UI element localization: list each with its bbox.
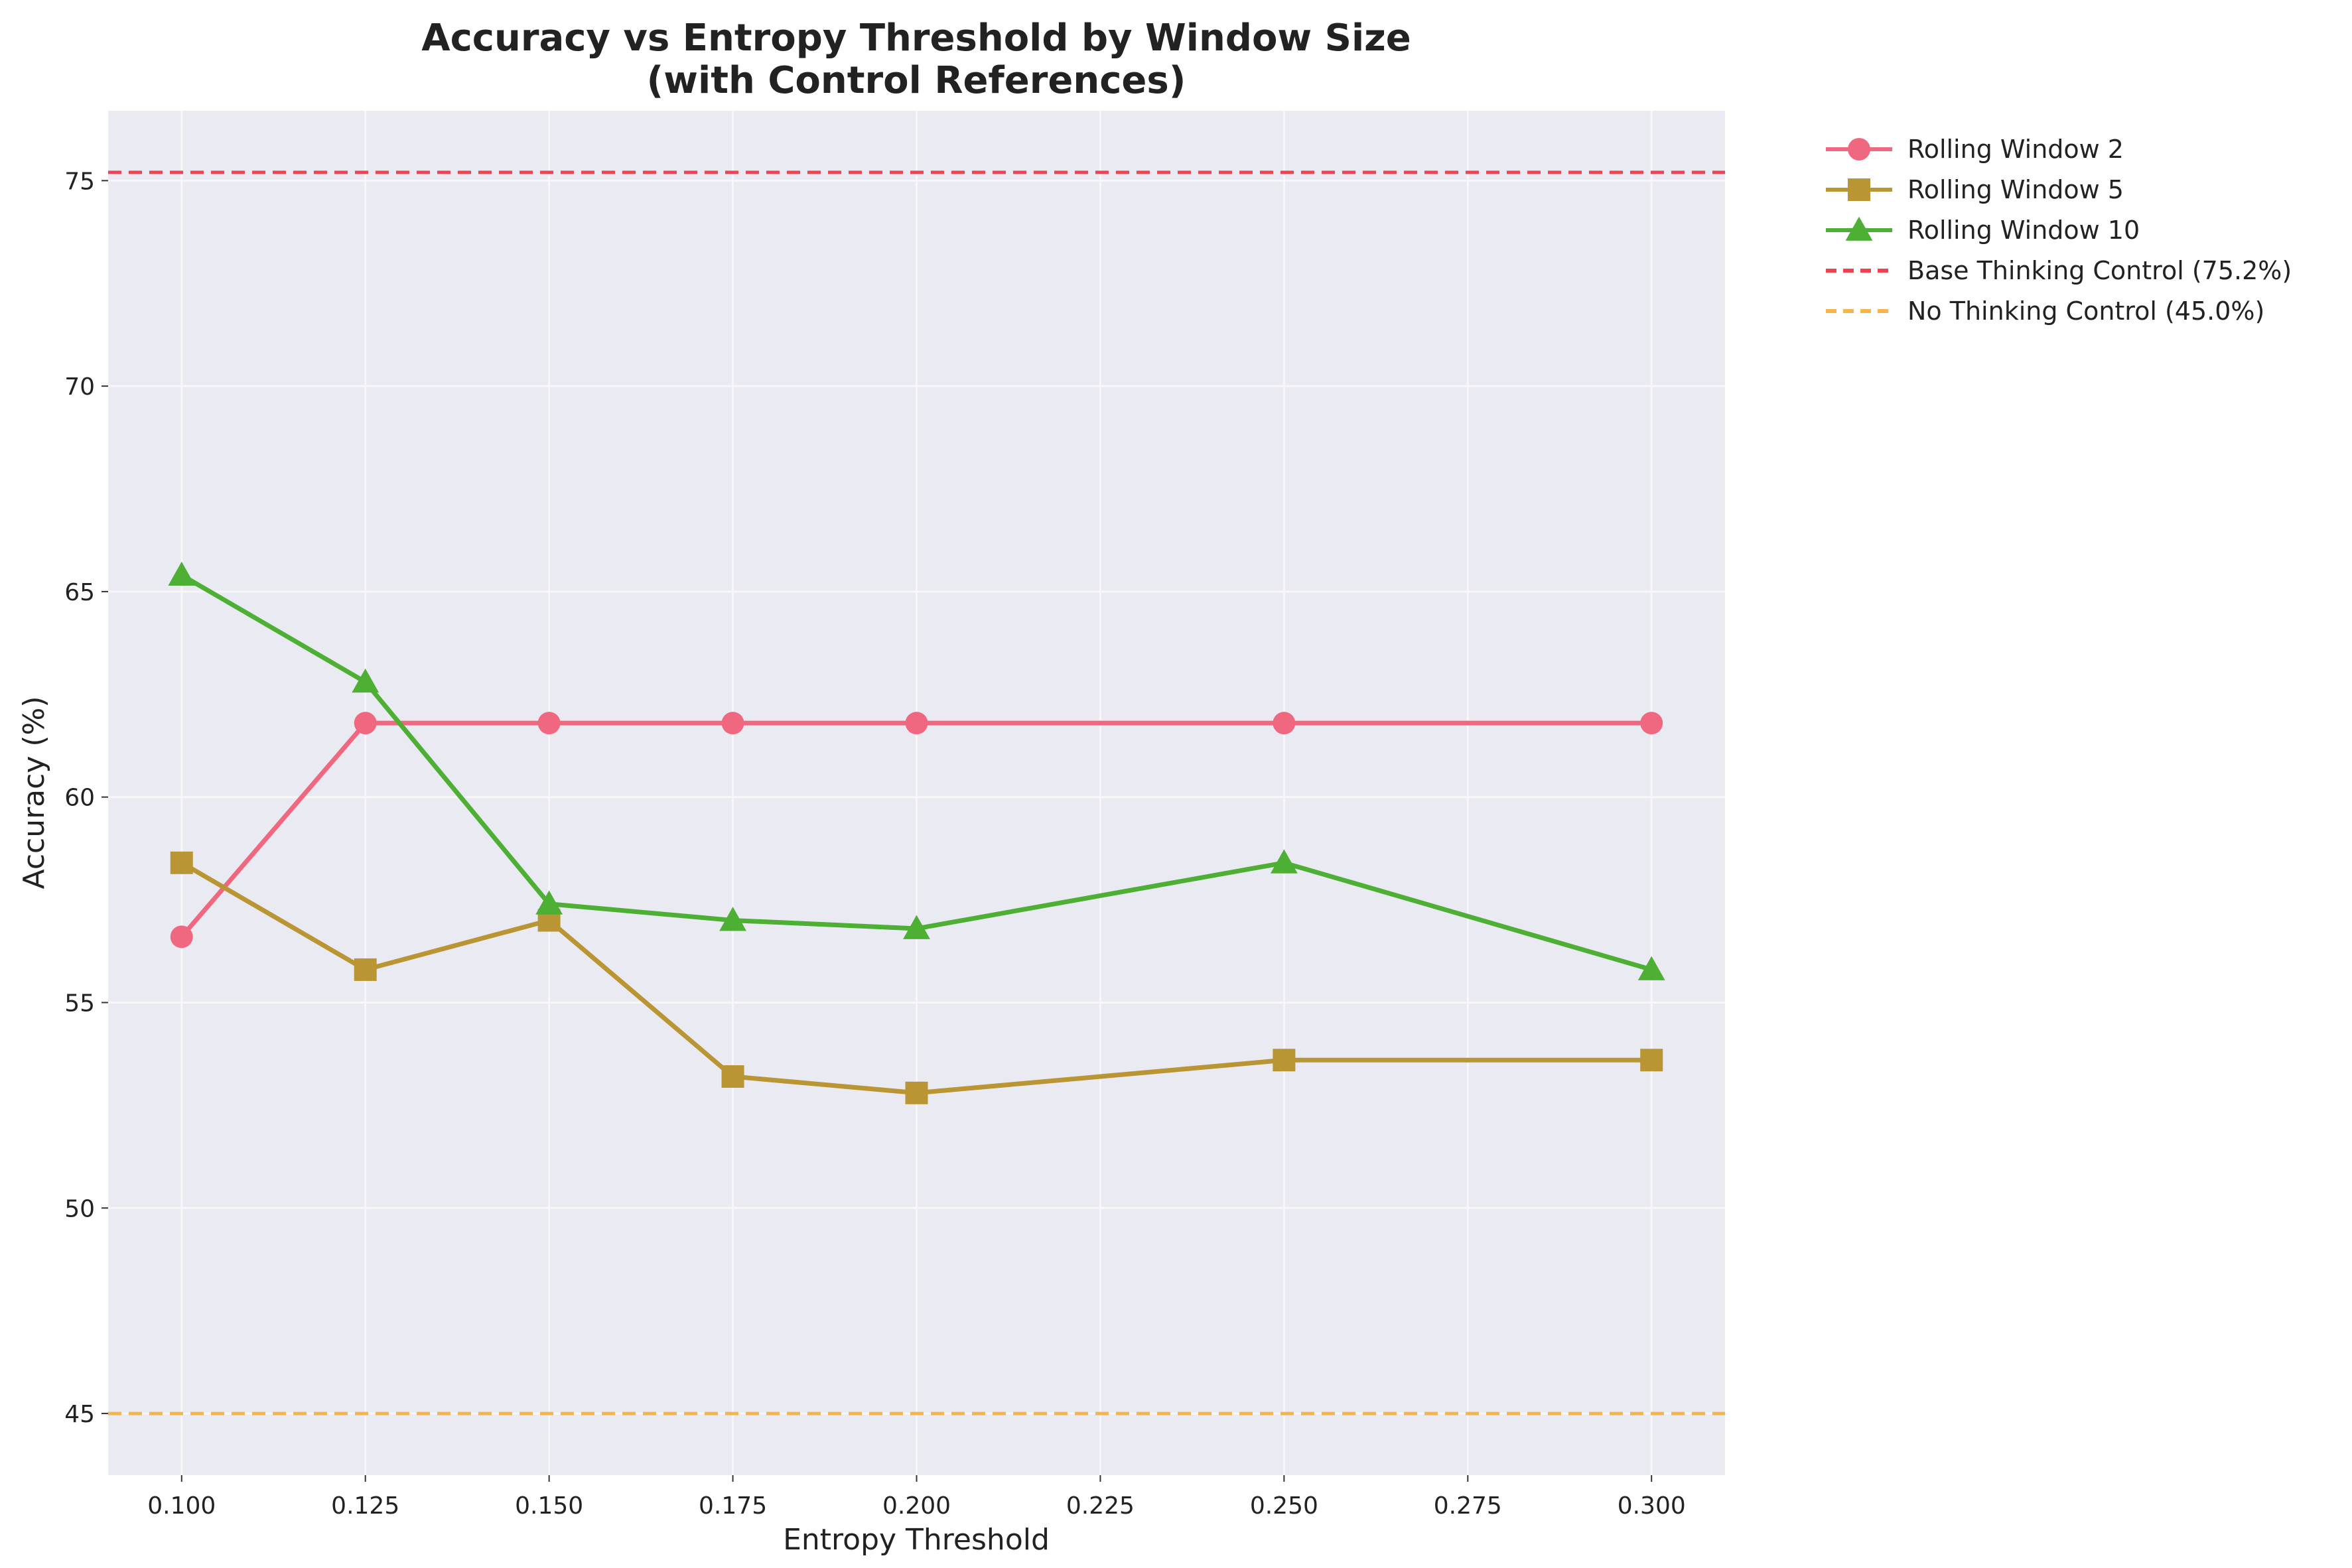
x-tick-label-4: 0.200 <box>882 1492 951 1520</box>
y-axis-ticks: 45 50 55 60 65 70 75 <box>64 168 108 1428</box>
series-0-point-5 <box>1273 712 1296 735</box>
legend-marker-0 <box>1848 138 1870 161</box>
x-tick-label-0: 0.100 <box>147 1492 216 1520</box>
legend-item-1: Rolling Window 5 <box>1826 175 2124 204</box>
x-tick-label-6: 0.250 <box>1250 1492 1318 1520</box>
x-axis-label: Entropy Threshold <box>783 1523 1050 1557</box>
series-2-point-1 <box>352 668 380 693</box>
series-1-point-1 <box>354 958 377 981</box>
legend-label-3: Base Thinking Control (75.2%) <box>1907 256 2292 285</box>
y-tick-label-5: 70 <box>64 373 95 401</box>
series-2-point-6 <box>1637 956 1665 980</box>
x-tick-label-5: 0.225 <box>1066 1492 1135 1520</box>
x-tick-label-7: 0.275 <box>1434 1492 1502 1520</box>
series-1-point-5 <box>1273 1049 1296 1072</box>
legend-item-4: No Thinking Control (45.0%) <box>1826 296 2264 326</box>
y-tick-label-3: 60 <box>64 785 95 812</box>
legend-label-1: Rolling Window 5 <box>1907 175 2124 204</box>
legend-item-2: Rolling Window 10 <box>1826 216 2140 245</box>
x-tick-label-3: 0.175 <box>699 1492 767 1520</box>
series-0-point-0 <box>170 925 193 948</box>
series-1-point-4 <box>905 1081 928 1104</box>
legend: Rolling Window 2 Rolling Window 5 Rolling … <box>1826 135 2292 326</box>
y-tick-label-0: 45 <box>64 1401 95 1428</box>
legend-label-2: Rolling Window 10 <box>1907 216 2140 245</box>
x-tick-label-8: 0.300 <box>1618 1492 1686 1520</box>
chart-title-line-2: (with Control References) <box>647 59 1186 102</box>
y-tick-label-6: 75 <box>64 168 95 195</box>
y-axis-label: Accuracy (%) <box>17 696 51 889</box>
chart-title-line-1: Accuracy vs Entropy Threshold by Window … <box>421 17 1411 60</box>
series-2-point-3 <box>719 907 746 931</box>
series-0-point-1 <box>354 712 377 735</box>
series-1-point-3 <box>721 1065 744 1088</box>
x-tick-label-1: 0.125 <box>331 1492 399 1520</box>
legend-label-0: Rolling Window 2 <box>1907 135 2124 164</box>
legend-item-0: Rolling Window 2 <box>1826 135 2124 164</box>
x-tick-label-2: 0.150 <box>515 1492 583 1520</box>
series-2-point-4 <box>903 915 930 939</box>
series-2 <box>168 561 1665 980</box>
x-axis-ticks: 0.100 0.125 0.150 0.175 0.200 0.225 0.250 0.275… <box>147 1475 1686 1520</box>
series-0-point-3 <box>721 712 744 735</box>
series-0-point-2 <box>537 712 561 735</box>
legend-marker-2 <box>1845 216 1873 241</box>
series-2-point-0 <box>168 561 196 586</box>
y-tick-label-2: 55 <box>64 990 95 1017</box>
legend-item-3: Base Thinking Control (75.2%) <box>1826 256 2292 285</box>
series-1-point-6 <box>1640 1049 1663 1072</box>
legend-label-4: No Thinking Control (45.0%) <box>1907 296 2264 326</box>
y-tick-label-1: 50 <box>64 1195 95 1222</box>
series-0 <box>170 712 1663 948</box>
series-lines <box>168 561 1665 1104</box>
series-0-point-4 <box>905 712 928 735</box>
series-2-point-2 <box>535 890 563 915</box>
series-0-point-6 <box>1640 712 1663 735</box>
y-tick-label-4: 65 <box>64 579 95 606</box>
series-1-point-0 <box>170 851 193 874</box>
series-2-point-5 <box>1270 849 1298 874</box>
legend-marker-1 <box>1848 178 1870 201</box>
reference-lines <box>108 170 1725 1415</box>
